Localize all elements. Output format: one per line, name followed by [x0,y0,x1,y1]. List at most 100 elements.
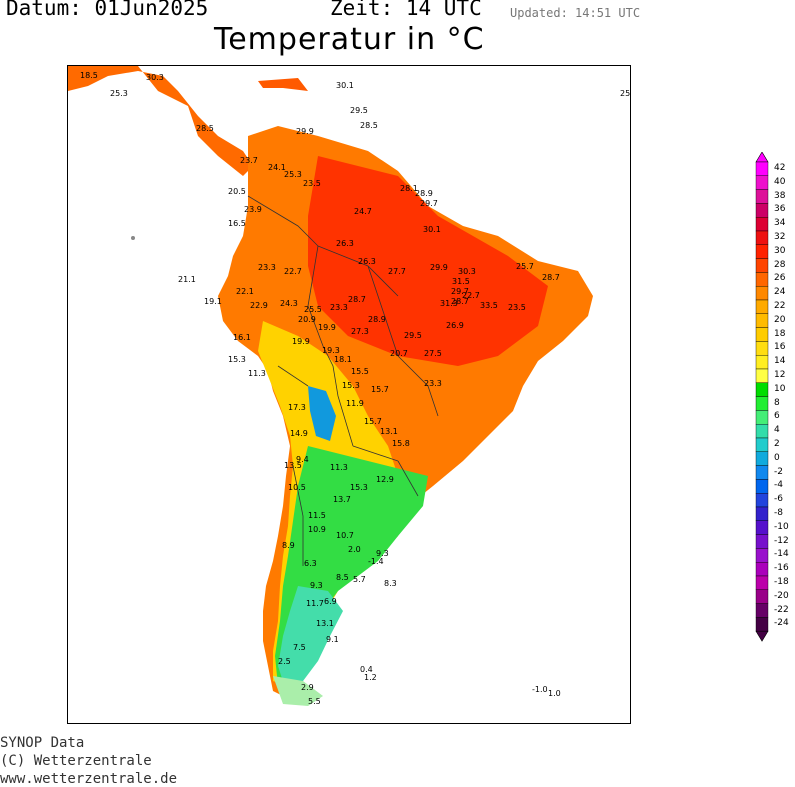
legend-label: 22 [774,301,786,311]
legend-swatch [755,313,769,328]
map-canvas: 18.5 30.3 25.3 30.1 25 29.5 28.5 28.5 29.9 23.7 24… [68,66,630,706]
station-temperature: 7.5 [293,643,306,652]
legend-label: -22 [774,604,789,615]
credit-copyright: (C) Wetterzentrale [0,753,152,769]
legend-swatch [755,382,769,397]
legend-label: -18 [774,577,789,587]
legend-swatch [755,368,769,384]
legend-label: 36 [774,204,786,215]
legend-label: 34 [774,218,786,229]
station-temperature: 8.9 [282,541,295,550]
station-temperature: 6.3 [304,559,317,568]
legend-label: 20 [774,314,786,325]
galapagos-islands [131,236,135,240]
station-temperature: 19.1 [204,297,222,306]
station-temperature: 20.5 [228,187,246,196]
legend-swatch [755,424,769,439]
legend-label: 2 [774,439,780,449]
legend-swatch [755,465,769,480]
station-temperature: 28.5 [196,124,214,133]
legend-label: -10 [774,521,789,532]
legend-label: 30 [774,245,786,256]
station-temperature: 18.5 [80,71,98,80]
station-temperature: 13.1 [380,427,398,436]
legend-label: 38 [774,190,786,201]
station-temperature: 9.4 [296,455,309,464]
legend-label: 24 [774,287,786,298]
station-temperature: 11.3 [330,463,348,472]
station-temperature: 28.9 [415,189,433,198]
station-temperature: 30.1 [336,81,354,90]
legend-swatch [755,451,769,466]
station-temperature: 15.3 [350,483,368,492]
legend-swatch [755,437,769,453]
station-temperature: 15.3 [228,355,246,364]
legend-swatch [755,575,769,591]
station-temperature: 15.7 [371,385,389,394]
station-temperature: 30.3 [458,267,476,276]
hot-core-region [308,156,548,366]
station-temperature: 28.5 [360,121,378,130]
station-temperature: 16.5 [228,219,246,228]
station-temperature: 2.0 [348,545,361,554]
station-temperature: 15.7 [364,417,382,426]
altiplano-cold-spot [308,386,336,441]
station-temperature: -1.0 [532,685,548,694]
legend-swatch [755,341,769,356]
station-temperature: 11.9 [346,399,364,408]
station-temperature: 5.7 [353,575,366,584]
station-temperature: 18.1 [334,355,352,364]
legend-swatch [755,216,769,232]
station-temperature: 22.9 [250,301,268,310]
legend-swatch [755,520,769,535]
station-temperature: 9.3 [310,581,323,590]
station-temperature: 8.5 [336,573,349,582]
station-temperature: 20.7 [390,349,408,358]
temperature-map: 18.5 30.3 25.3 30.1 25 29.5 28.5 28.5 29.9 23.7 24… [67,65,631,724]
station-temperature: 33.5 [480,301,498,310]
station-temperature: 13.7 [333,495,351,504]
station-temperature: -1.4 [368,557,384,566]
station-temperature: 8.3 [384,579,397,588]
country-borders [247,195,439,566]
station-temperature: 26.3 [358,257,376,266]
legend-swatch [755,603,769,618]
legend-label: 42 [774,163,786,173]
station-temperature: 9.3 [376,549,389,558]
station-temperature: 16.1 [233,333,251,342]
station-temperature: 30.1 [423,225,441,234]
legend-swatch [755,189,769,204]
legend-label: 14 [774,356,786,367]
credit-synop: SYNOP Data [0,735,85,751]
legend-swatch [755,396,769,411]
legend-swatch [755,548,769,563]
legend-swatch [755,258,769,273]
station-temperature: 9.1 [326,635,339,644]
station-temperature: 12.9 [376,475,394,484]
legend-swatch [755,506,769,522]
legend-swatch [755,244,769,259]
station-temperature: 19.3 [322,346,340,355]
station-temperature: 22.7 [462,291,480,300]
station-temperature: 23.9 [244,205,262,214]
station-temperature: 2.5 [278,657,291,666]
station-temperature: 15.3 [342,381,360,390]
station-temperature: 24.3 [280,299,298,308]
legend-label: 32 [774,232,786,242]
station-temperature: 27.7 [388,267,406,276]
legend-label: 4 [774,425,780,436]
legend-label: -24 [774,618,789,629]
station-temperature: 29.7 [420,199,438,208]
legend-label: 8 [774,397,780,408]
station-temperature: 23.3 [258,263,276,272]
legend-label: -12 [774,535,789,546]
caribbean-islands [258,78,308,91]
station-temperature: 29.5 [350,106,368,115]
legend-swatch [755,534,769,549]
tierra-del-fuego [273,676,323,706]
legend-swatch [755,161,769,177]
station-temperature: 17.3 [288,403,306,412]
station-temperature: 6.9 [324,597,337,606]
station-temperature: 10.9 [308,525,326,534]
credit-url: www.wetterzentrale.de [0,771,178,787]
